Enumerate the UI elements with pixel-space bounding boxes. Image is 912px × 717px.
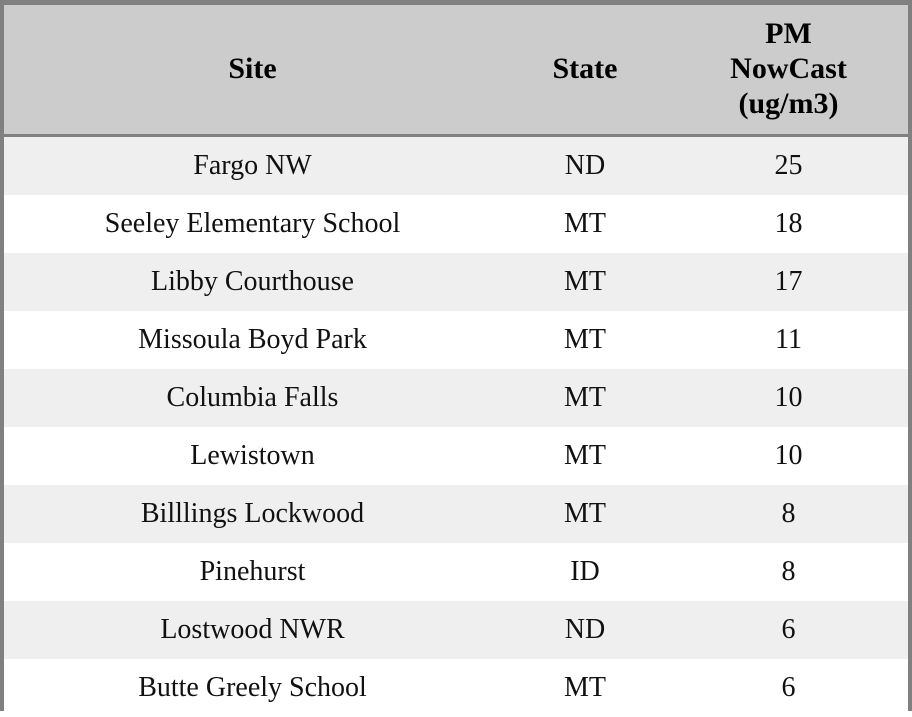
column-header-state: State bbox=[501, 5, 669, 136]
cell-site: Billlings Lockwood bbox=[4, 485, 501, 543]
cell-state: MT bbox=[501, 369, 669, 427]
cell-site: Butte Greely School bbox=[4, 659, 501, 717]
cell-pm: 8 bbox=[669, 485, 908, 543]
cell-state: MT bbox=[501, 253, 669, 311]
cell-state: MT bbox=[501, 427, 669, 485]
column-header-state-lines: State bbox=[501, 52, 669, 87]
cell-pm: 10 bbox=[669, 427, 908, 485]
column-header-state-line-0: State bbox=[505, 52, 665, 87]
column-header-site: Site bbox=[4, 5, 501, 136]
cell-pm: 10 bbox=[669, 369, 908, 427]
column-header-pm-line-0: PM bbox=[673, 17, 904, 52]
cell-site: Seeley Elementary School bbox=[4, 195, 501, 253]
cell-site: Pinehurst bbox=[4, 543, 501, 601]
cell-state: ID bbox=[501, 543, 669, 601]
cell-state: ND bbox=[501, 136, 669, 196]
column-header-pm-line-1: NowCast bbox=[673, 52, 904, 87]
cell-state: MT bbox=[501, 485, 669, 543]
cell-site: Libby Courthouse bbox=[4, 253, 501, 311]
cell-pm: 25 bbox=[669, 136, 908, 196]
cell-site: Lewistown bbox=[4, 427, 501, 485]
cell-pm: 17 bbox=[669, 253, 908, 311]
cell-site: Lostwood NWR bbox=[4, 601, 501, 659]
cell-state: ND bbox=[501, 601, 669, 659]
cell-pm: 6 bbox=[669, 601, 908, 659]
cell-pm: 6 bbox=[669, 659, 908, 717]
cell-state: MT bbox=[501, 659, 669, 717]
column-header-site-line-0: Site bbox=[8, 52, 497, 87]
cell-pm: 8 bbox=[669, 543, 908, 601]
cell-state: MT bbox=[501, 311, 669, 369]
cell-state: MT bbox=[501, 195, 669, 253]
column-header-site-lines: Site bbox=[4, 52, 501, 87]
column-header-pm-line-2: (ug/m3) bbox=[673, 87, 904, 122]
cell-site: Columbia Falls bbox=[4, 369, 501, 427]
cell-site: Fargo NW bbox=[4, 136, 501, 196]
cell-pm: 18 bbox=[669, 195, 908, 253]
cell-pm: 11 bbox=[669, 311, 908, 369]
cell-site: Missoula Boyd Park bbox=[4, 311, 501, 369]
